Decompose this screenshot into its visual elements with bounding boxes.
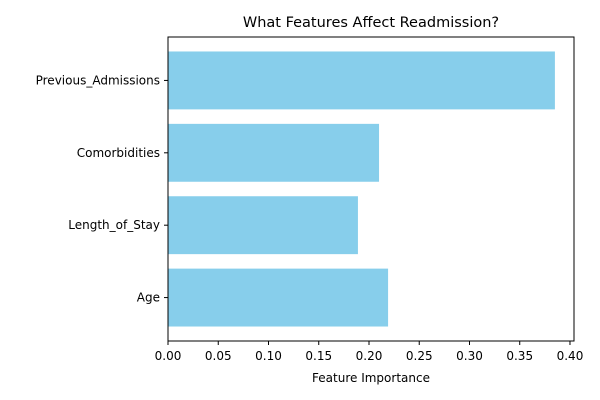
plot-frame [167, 36, 575, 342]
x-tick-label: 0.35 [506, 349, 533, 363]
y-tick-label: Comorbidities [77, 146, 160, 160]
bar-comorbidities [168, 123, 380, 182]
y-axis: Age Length_of_Stay Comorbidities Previous_A… [36, 73, 168, 305]
x-tick-label: 0.10 [255, 349, 282, 363]
x-tick-label: 0.20 [356, 349, 383, 363]
y-tick-label: Age [137, 291, 160, 305]
chart-title: What Features Affect Readmission? [243, 15, 499, 31]
x-tick-label: 0.40 [557, 349, 584, 363]
x-tick-label: 0.25 [406, 349, 433, 363]
x-tick-label: 0.15 [305, 349, 332, 363]
bar-age [168, 268, 389, 327]
bars-group [168, 51, 555, 327]
x-axis: 0.00 0.05 0.10 0.15 0.20 0.25 0.30 0.35 0.40 [155, 341, 584, 363]
x-tick-label: 0.30 [456, 349, 483, 363]
x-tick-label: 0.05 [205, 349, 232, 363]
bar-length-of-stay [168, 196, 358, 255]
bar-previous-admissions [168, 51, 555, 110]
y-tick-label: Length_of_Stay [68, 218, 160, 232]
x-tick-label: 0.00 [155, 349, 182, 363]
y-tick-label: Previous_Admissions [36, 73, 160, 87]
x-axis-label: Feature Importance [312, 371, 430, 385]
